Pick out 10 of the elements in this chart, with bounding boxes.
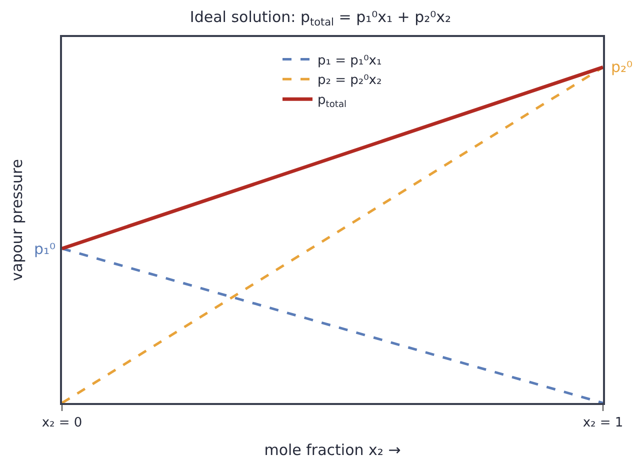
legend-label: p₂ = p₂⁰x₂ bbox=[318, 73, 382, 88]
legend-label: p₁ = p₁⁰x₁ bbox=[318, 53, 382, 68]
y-axis-title: vapour pressure bbox=[8, 159, 26, 281]
x-tick-label: x₂ = 1 bbox=[582, 415, 624, 430]
legend-label: p$_{total}$ bbox=[318, 93, 347, 110]
annotation: p₂⁰ bbox=[611, 58, 633, 76]
annotation: p₁⁰ bbox=[34, 240, 56, 258]
chart-title: Ideal solution: p$_{total}$ = p₁⁰x₁ + p₂⁰x₂ bbox=[190, 8, 452, 28]
x-axis-title: mole fraction x₂ → bbox=[264, 440, 401, 459]
x-tick-label: x₂ = 0 bbox=[42, 415, 82, 430]
